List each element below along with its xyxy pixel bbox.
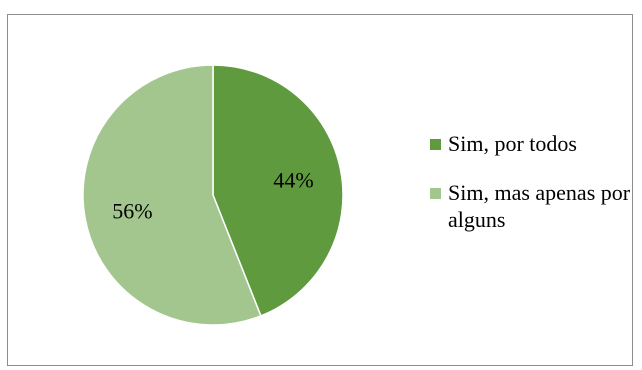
- data-label-sim-mas-apenas-por-alguns: 56%: [112, 198, 152, 223]
- legend-label: Sim, mas apenas por alguns: [448, 180, 631, 232]
- legend-swatch: [430, 139, 441, 150]
- legend-label: Sim, por todos: [448, 131, 577, 156]
- legend-item-sim-mas-apenas-por-alguns: Sim, mas apenas por alguns: [430, 179, 638, 233]
- pie-slice-sim-por-todos: [212, 64, 344, 317]
- data-label-sim-por-todos: 44%: [273, 168, 313, 193]
- legend-item-sim-por-todos: Sim, por todos: [430, 130, 638, 157]
- legend-swatch: [430, 188, 441, 199]
- chart-legend: Sim, por todos Sim, mas apenas por algun…: [430, 130, 638, 255]
- pie-slice-sim-mas-apenas-por-alguns: [82, 64, 262, 326]
